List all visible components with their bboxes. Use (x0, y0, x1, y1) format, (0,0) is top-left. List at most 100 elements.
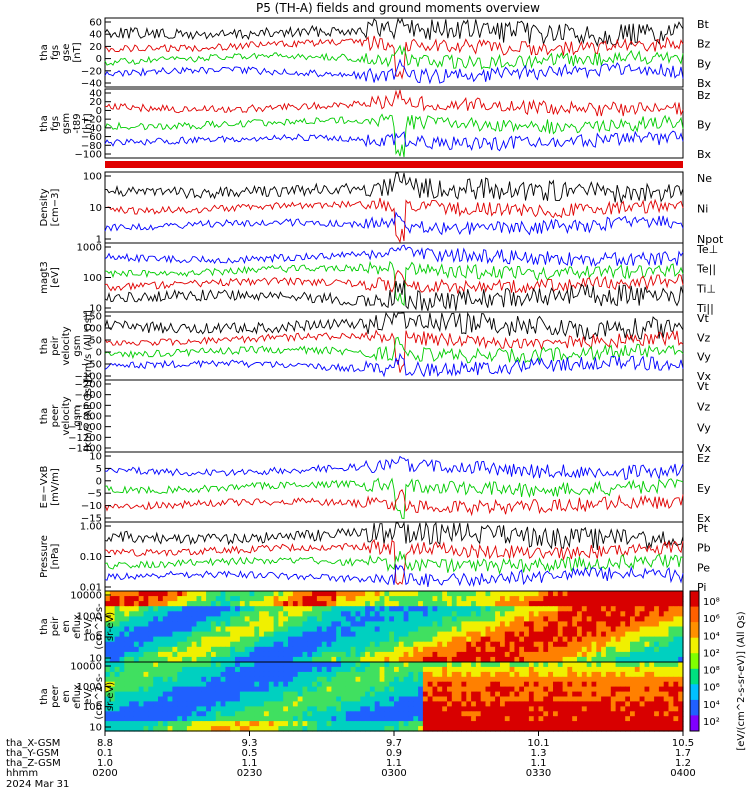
spectrogram-cell (581, 706, 588, 712)
spectrogram-cell (341, 681, 347, 688)
x-row-value: 9.3 (242, 738, 258, 749)
spectrogram-cell (162, 611, 169, 617)
spectrogram-cell (307, 646, 313, 653)
spectrogram-cell (259, 671, 265, 678)
x-row-value: 0.5 (242, 748, 258, 759)
spectrogram-cell (365, 656, 371, 663)
spectrogram-cell (403, 591, 409, 597)
spectrogram-cell (230, 686, 236, 693)
spectrogram-cell (109, 686, 116, 693)
spectrogram-cell (615, 646, 621, 653)
spectrogram-cell (186, 701, 193, 707)
spectrogram-cell (244, 646, 251, 653)
spectrogram-cell (273, 706, 279, 712)
spectrogram-cell (182, 691, 188, 698)
spectrogram-cell (336, 606, 342, 612)
spectrogram-cell (678, 591, 684, 597)
spectrogram-cell (639, 721, 645, 727)
spectrogram-cell (596, 726, 602, 732)
spectrogram-cell (259, 641, 265, 648)
spectrogram-cell (114, 591, 120, 597)
spectrogram-cell (567, 662, 573, 668)
spectrogram-cell (312, 666, 318, 673)
spectrogram-cell (133, 591, 140, 597)
spectrogram-cell (394, 636, 400, 643)
spectrogram-cell (408, 721, 414, 727)
spectrogram-cell (138, 662, 145, 668)
spectrogram-cell (678, 716, 684, 722)
spectrogram-cell (442, 631, 448, 638)
spectrogram-cell (422, 706, 429, 712)
spectrogram-cell (451, 716, 458, 722)
spectrogram-cell (167, 711, 173, 717)
spectrogram-cell (201, 701, 207, 707)
spectrogram-cell (350, 631, 356, 638)
spectrogram-cell (105, 671, 111, 678)
spectrogram-cell (369, 636, 376, 643)
spectrogram-cell (586, 671, 593, 678)
spectrogram-cell (586, 616, 593, 623)
spectrogram-cell (259, 616, 265, 623)
spectrogram-cell (114, 636, 120, 643)
spectrogram-cell (422, 596, 429, 602)
spectrogram-cell (148, 716, 154, 722)
spectrogram-cell (442, 726, 448, 732)
spectrogram-cell (533, 716, 540, 722)
spectrogram-cell (312, 686, 318, 693)
spectrogram-cell (663, 646, 670, 653)
spectrogram-cell (114, 616, 120, 623)
spectrogram-cell (167, 681, 173, 688)
spectrogram-cell (620, 631, 626, 638)
spectrogram-cell (129, 591, 135, 597)
spectrogram-cell (495, 706, 501, 712)
spectrogram-cell (427, 696, 434, 702)
spectrogram-cell (172, 701, 178, 707)
spectrogram-cell (500, 691, 506, 698)
spectrogram-cell (456, 616, 462, 623)
spectrogram-cell (615, 662, 621, 668)
spectrogram-cell (133, 696, 140, 702)
spectrogram-cell (509, 721, 515, 727)
spectrogram-cell (442, 596, 448, 602)
spectrogram-cell (278, 596, 284, 602)
spectrogram-cell (379, 671, 385, 678)
spectrogram-cell (162, 711, 169, 717)
spectrogram-cell (471, 662, 477, 668)
y-axis-label-line: [km/s (All Qs)] (83, 310, 94, 382)
spectrogram-cell (398, 681, 405, 688)
spectrogram-cell (490, 662, 496, 668)
spectrogram-cell (288, 621, 294, 628)
spectrogram-cell (384, 686, 390, 693)
spectrogram-cell (244, 591, 251, 597)
spectrogram-cell (133, 681, 140, 688)
spectrogram-cell (191, 636, 198, 643)
spectrogram-cell (398, 711, 405, 717)
spectrogram-cell (133, 711, 140, 717)
spectrogram-cell (456, 656, 462, 663)
spectrogram-cell (678, 706, 684, 712)
spectrogram-cell (398, 646, 405, 653)
spectrogram-cell (268, 706, 275, 712)
spectrogram-cell (475, 711, 482, 717)
spectrogram-cell (394, 611, 400, 617)
spectrogram-cell (451, 656, 458, 663)
spectrogram-cell (596, 671, 602, 678)
spectrogram-cell (273, 662, 279, 668)
spectrogram-cell (437, 616, 443, 623)
spectrogram-cell (519, 621, 525, 628)
spectrogram-cell (562, 721, 568, 727)
spectrogram-cell (553, 621, 559, 628)
spectrogram-cell (485, 656, 491, 663)
spectrogram-cell (475, 596, 482, 602)
spectrogram-cell (153, 611, 159, 617)
spectrogram-cell (509, 686, 515, 693)
spectrogram-cell (596, 662, 602, 668)
series-line-Te|| (104, 280, 684, 312)
spectrogram-cell (374, 716, 381, 722)
spectrogram-cell (268, 662, 275, 668)
spectrogram-cell (365, 651, 371, 658)
spectrogram-cell (336, 631, 342, 638)
spectrogram-cell (379, 621, 385, 628)
spectrogram-cell (418, 606, 424, 612)
